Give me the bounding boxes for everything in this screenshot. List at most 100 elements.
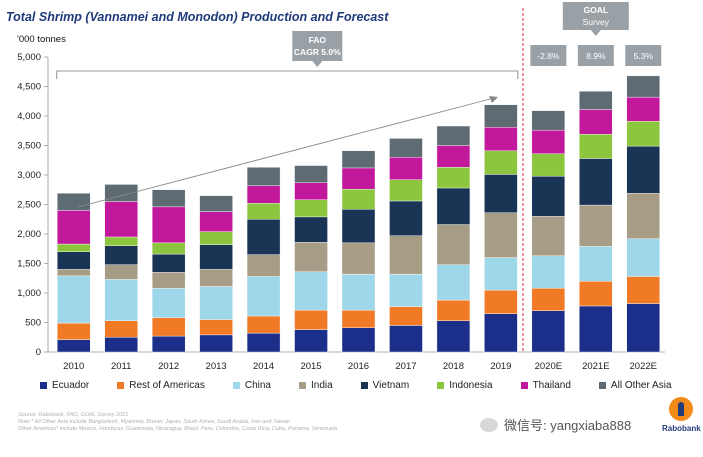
fao-cagr: CAGR 5.0% [294, 47, 341, 57]
trend-arrow-head [489, 96, 498, 103]
bar-segment [341, 309, 376, 329]
bar-segment [294, 165, 328, 183]
bar-segment [341, 242, 376, 275]
bar-segment [341, 327, 376, 353]
bar-segment [151, 253, 186, 273]
chart-legend: Ecuador Rest of Americas China India Vietnam… [40, 380, 680, 391]
bar-segment [246, 254, 281, 277]
bar-segment [294, 271, 328, 311]
bar-segment [294, 216, 328, 243]
legend-label: Rest of Americas [129, 380, 205, 391]
y-tick-label: 0 [36, 347, 41, 358]
fao-label: FAO [309, 35, 327, 45]
bar-segment [104, 201, 138, 238]
x-tick-label: 2014 [253, 361, 274, 372]
x-tick-label: 2022E [630, 361, 657, 372]
bar-segment [104, 245, 138, 265]
bar-segment [151, 317, 186, 337]
bar-segment [389, 306, 423, 326]
bar-segment [436, 187, 471, 225]
footnotes: Source: Rabobank, FAO, GOAL Survey 2021 … [18, 412, 438, 433]
bar-segment [626, 121, 660, 147]
fao-box-pointer [312, 61, 323, 67]
fao-box [292, 31, 343, 61]
bar-segment [626, 303, 660, 353]
y-tick-label: 5,000 [17, 52, 41, 63]
americas-note: Other Americas* include Mexico, Honduras… [18, 426, 338, 432]
bar-segment [579, 305, 613, 353]
rabobank-icon [669, 397, 693, 421]
asia-note: Note:* All Other Asia include Bangladesh… [18, 419, 291, 425]
bar-segment [389, 235, 423, 275]
unit-label: '000 tonnes [17, 34, 66, 45]
x-tick-label: 2010 [63, 361, 84, 372]
legend-item: All Other Asia [598, 380, 672, 391]
legend-item: Vietnam [360, 380, 410, 391]
legend-label: Ecuador [52, 380, 90, 391]
bar-segment [151, 189, 186, 208]
legend-item: Rest of Americas [117, 380, 205, 391]
bar-segment [389, 179, 423, 202]
bar-segment [436, 299, 471, 321]
legend-swatch [117, 382, 125, 389]
bar-segment [484, 127, 518, 152]
growth-box [577, 45, 614, 66]
y-tick-label: 500 [25, 318, 41, 329]
y-tick-label: 2,500 [17, 200, 41, 211]
bar-segment [579, 109, 613, 135]
y-tick-label: 4,500 [17, 82, 41, 93]
bar-segment [246, 276, 281, 317]
legend-label: Vietnam [372, 380, 410, 391]
bar-segment [57, 322, 91, 340]
bar-segment [531, 175, 566, 217]
wechat-icon [480, 417, 498, 432]
rabobank-logo: Rabobank [662, 397, 701, 433]
bar-segment [294, 309, 328, 330]
bar-segment [199, 334, 233, 353]
y-tick-label: 1,000 [17, 288, 41, 299]
trend-arrow-line [77, 97, 495, 208]
chart-title: Total Shrimp (Vannamei and Monodon) Prod… [6, 10, 389, 24]
bar-segment [199, 269, 233, 287]
bar-segment [626, 276, 660, 304]
legend-swatch [232, 382, 240, 389]
y-tick-label: 3,000 [17, 170, 41, 181]
bar-segment [246, 219, 281, 255]
bar-segment [199, 286, 233, 320]
bar-segment [341, 188, 376, 210]
y-tick-label: 2,000 [17, 229, 41, 240]
bar-segment [294, 329, 328, 353]
bar-segment [294, 242, 328, 272]
watermark-text: 微信号: yangxiaba888 [504, 418, 632, 433]
bar-segment [531, 288, 566, 311]
bar-segment [531, 129, 566, 154]
bar-segment [579, 204, 613, 247]
bar-segment [57, 275, 91, 324]
x-tick-label: 2017 [395, 361, 416, 372]
legend-label: Thailand [532, 380, 571, 391]
legend-swatch [598, 382, 606, 389]
bar-segment [341, 273, 376, 311]
goal-box [562, 2, 629, 30]
legend-item: China [232, 380, 271, 391]
legend-swatch [360, 382, 368, 389]
stacked-bar-chart: 0 500 1,000 1,500 2,000 2,500 3,000 3,500 4,000 4… [17, 2, 665, 372]
bar-segment [199, 211, 233, 232]
legend-label: India [310, 380, 333, 391]
x-tick-label: 2012 [158, 361, 179, 372]
legend-item: Thailand [520, 380, 571, 391]
bar-segment [246, 315, 281, 334]
bar-segment [531, 110, 566, 131]
x-tick-label: 2020E [535, 361, 562, 372]
bar-segment [389, 273, 423, 307]
bar-segment [484, 104, 518, 128]
bar-segment [151, 335, 186, 353]
bar-segment [579, 158, 613, 206]
bar-segment [436, 125, 471, 146]
bar-segment [57, 243, 91, 252]
bar-segment [436, 224, 471, 265]
goal-sub: Survey [583, 17, 610, 27]
bar-segment [484, 212, 518, 258]
source-note: Source: Rabobank, FAO, GOAL Survey 2021 [18, 412, 129, 418]
bar-segment [104, 264, 138, 280]
